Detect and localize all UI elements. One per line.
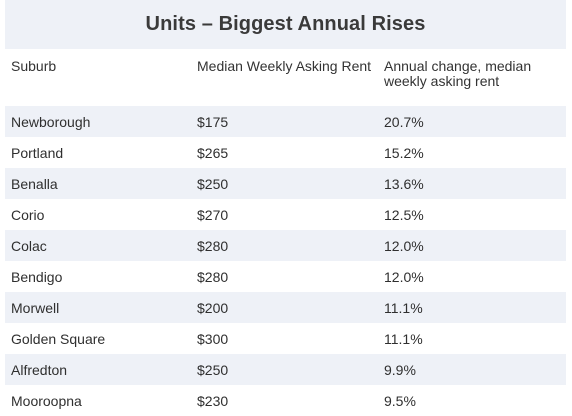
cell-suburb: Colac xyxy=(5,230,191,261)
table-row: Benalla $250 13.6% xyxy=(5,168,566,199)
cell-suburb: Bendigo xyxy=(5,261,191,292)
cell-rent: $280 xyxy=(191,230,378,261)
rent-rises-table-card: Units – Biggest Annual Rises Suburb Medi… xyxy=(5,0,566,416)
cell-change: 12.5% xyxy=(378,199,566,230)
table-row: Colac $280 12.0% xyxy=(5,230,566,261)
cell-suburb: Morwell xyxy=(5,292,191,323)
cell-change: 9.9% xyxy=(378,354,566,385)
cell-rent: $230 xyxy=(191,385,378,416)
table-row: Portland $265 15.2% xyxy=(5,137,566,168)
cell-change: 9.5% xyxy=(378,385,566,416)
cell-suburb: Alfredton xyxy=(5,354,191,385)
table-row: Golden Square $300 11.1% xyxy=(5,323,566,354)
cell-suburb: Corio xyxy=(5,199,191,230)
header-median-weekly-rent: Median Weekly Asking Rent xyxy=(191,49,378,106)
rent-rises-table: Suburb Median Weekly Asking Rent Annual … xyxy=(5,49,566,416)
header-row: Suburb Median Weekly Asking Rent Annual … xyxy=(5,49,566,106)
cell-change: 11.1% xyxy=(378,323,566,354)
cell-rent: $300 xyxy=(191,323,378,354)
table-header: Suburb Median Weekly Asking Rent Annual … xyxy=(5,49,566,106)
cell-rent: $265 xyxy=(191,137,378,168)
table-row: Alfredton $250 9.9% xyxy=(5,354,566,385)
cell-suburb: Portland xyxy=(5,137,191,168)
cell-change: 15.2% xyxy=(378,137,566,168)
header-suburb: Suburb xyxy=(5,49,191,106)
cell-change: 11.1% xyxy=(378,292,566,323)
cell-suburb: Benalla xyxy=(5,168,191,199)
cell-rent: $250 xyxy=(191,168,378,199)
cell-rent: $200 xyxy=(191,292,378,323)
cell-suburb: Newborough xyxy=(5,106,191,137)
table-row: Bendigo $280 12.0% xyxy=(5,261,566,292)
cell-rent: $280 xyxy=(191,261,378,292)
cell-rent: $270 xyxy=(191,199,378,230)
cell-suburb: Golden Square xyxy=(5,323,191,354)
table-body: Newborough $175 20.7% Portland $265 15.2… xyxy=(5,106,566,416)
table-row: Mooroopna $230 9.5% xyxy=(5,385,566,416)
cell-rent: $175 xyxy=(191,106,378,137)
table-row: Corio $270 12.5% xyxy=(5,199,566,230)
table-row: Newborough $175 20.7% xyxy=(5,106,566,137)
cell-suburb: Mooroopna xyxy=(5,385,191,416)
cell-rent: $250 xyxy=(191,354,378,385)
header-annual-change: Annual change, median weekly asking rent xyxy=(378,49,566,106)
cell-change: 12.0% xyxy=(378,230,566,261)
table-title: Units – Biggest Annual Rises xyxy=(145,13,426,35)
cell-change: 20.7% xyxy=(378,106,566,137)
title-bar: Units – Biggest Annual Rises xyxy=(5,0,566,49)
table-row: Morwell $200 11.1% xyxy=(5,292,566,323)
cell-change: 13.6% xyxy=(378,168,566,199)
cell-change: 12.0% xyxy=(378,261,566,292)
